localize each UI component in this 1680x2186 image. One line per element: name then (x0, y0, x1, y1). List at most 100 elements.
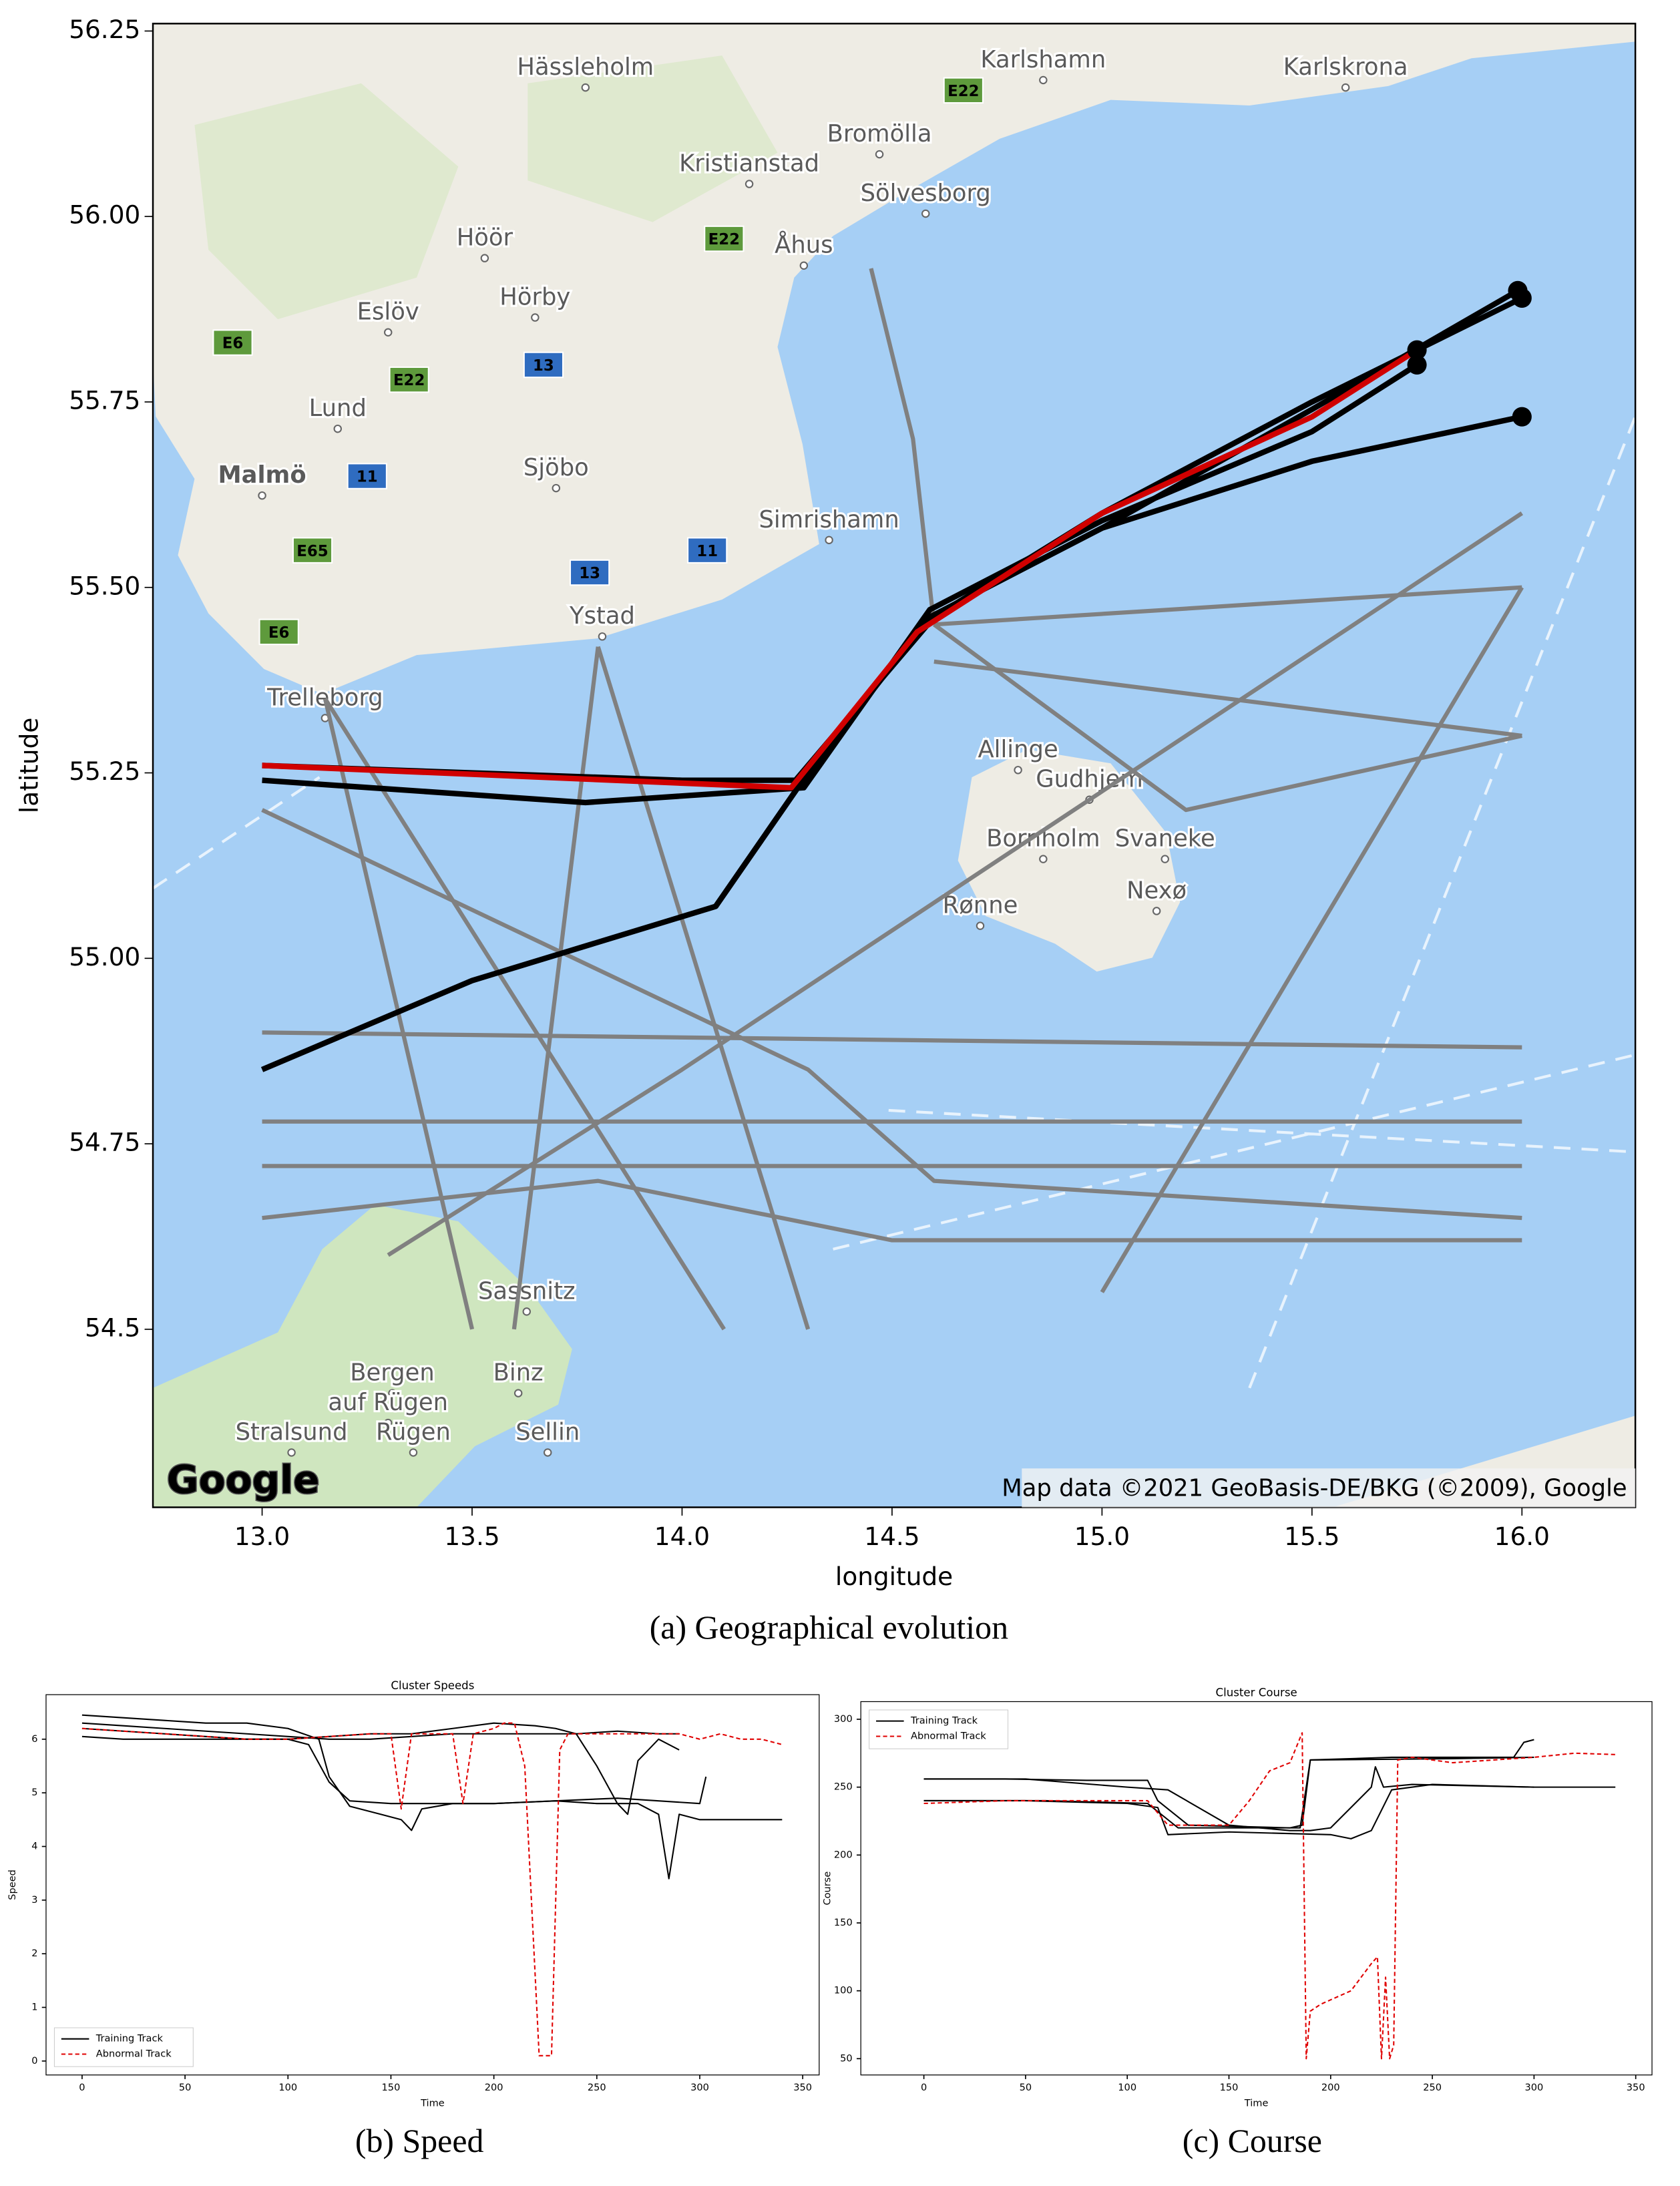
road-label: 13 (579, 565, 600, 582)
road-label: E22 (948, 83, 979, 100)
x-tick-label: 350 (1627, 2082, 1645, 2093)
series-line (511, 646, 600, 1330)
land-bornholm (958, 749, 1181, 972)
x-tick-label: 250 (1423, 2082, 1442, 2093)
series-line (869, 268, 936, 625)
attribution-box (1022, 1468, 1636, 1508)
road-shield (292, 537, 333, 564)
place-label: Bornholm (986, 825, 1100, 853)
series-line (81, 1727, 783, 1880)
x-tick-label: 15.5 (1284, 1522, 1339, 1551)
x-tick-label: 300 (690, 2082, 709, 2093)
road-label: 11 (357, 469, 378, 486)
y-tick-label: 5 (31, 1787, 37, 1798)
place-dot (287, 1448, 296, 1457)
place-label: Ystad (569, 602, 635, 630)
chart-title: Cluster Course (1216, 1687, 1297, 1699)
place-label: Lund (309, 395, 367, 422)
place-dot (543, 1448, 552, 1457)
place-dot (581, 83, 590, 92)
place-label: Sjöbo (523, 454, 589, 481)
place-label: Bergen (350, 1359, 434, 1387)
land-rugen (153, 1205, 572, 1508)
road-label: E22 (393, 372, 425, 389)
place-label: Sellin (515, 1418, 580, 1446)
road-shield (704, 225, 745, 252)
road-label: E65 (296, 543, 328, 560)
place-dot (921, 209, 930, 218)
chart-title: Cluster Speeds (391, 1679, 474, 1692)
place-label: Rügen (376, 1418, 451, 1446)
y-tick-label: 54.75 (69, 1128, 140, 1157)
series-line (932, 622, 1522, 813)
place-label: Hässleholm (517, 53, 654, 81)
place-dot (1014, 766, 1022, 775)
place-dot (1152, 907, 1161, 915)
place-dot (383, 328, 393, 337)
road-shield (258, 618, 299, 646)
plot-area (923, 1732, 1616, 2060)
y-tick-label: 150 (834, 1917, 853, 1928)
place-dot (480, 254, 489, 262)
series-line (933, 585, 1522, 627)
road-shield (943, 77, 984, 104)
y-tick-label: 2 (31, 1948, 37, 1959)
y-tick-label: 100 (834, 1985, 853, 1996)
map-logo: Google (167, 1457, 320, 1502)
road-shield (389, 366, 429, 393)
x-axis-label: Time (420, 2097, 445, 2109)
place-label: Eslöv (357, 298, 419, 326)
road-label: E22 (708, 231, 740, 248)
place-label: Bromölla (827, 120, 932, 148)
x-tick-label: 200 (1321, 2082, 1340, 2093)
series-line (81, 1722, 680, 1815)
series-line (262, 347, 1419, 791)
place-dot (745, 180, 754, 188)
series-line (81, 1714, 707, 1831)
y-tick-label: 55.50 (69, 571, 140, 600)
road-shield (523, 351, 564, 379)
y-tick-label: 6 (31, 1733, 37, 1745)
caption: (b) Speed (355, 2123, 484, 2159)
x-tick-label: 250 (588, 2082, 606, 2093)
x-tick-label: 50 (179, 2082, 192, 2093)
place-label: Åhus (775, 230, 833, 259)
legend-label: Training Track (95, 2033, 164, 2044)
y-tick-label: 250 (834, 1781, 853, 1793)
series-line (262, 362, 1419, 806)
place-label: Svaneke (1115, 825, 1215, 853)
y-axis-label: Course (821, 1872, 833, 1906)
place-dot (875, 150, 884, 159)
x-axis-label: longitude (835, 1562, 953, 1591)
road-shield (212, 329, 253, 356)
road-label: E6 (268, 624, 290, 642)
place-dot (333, 424, 342, 433)
plot-frame (860, 1701, 1653, 2076)
x-tick-label: 13.0 (234, 1522, 290, 1551)
series-line (713, 414, 1523, 908)
place-dot (531, 313, 540, 322)
series-line (596, 646, 811, 1330)
place-dot (513, 1389, 523, 1397)
x-tick-label: 14.5 (864, 1522, 919, 1551)
caption: (c) Course (1183, 2123, 1322, 2159)
place-dot (799, 261, 809, 270)
place-label: Sassnitz (478, 1277, 576, 1305)
place-label: Höör (457, 224, 513, 252)
y-tick-label: 200 (834, 1849, 853, 1860)
x-tick-label: 0 (79, 2082, 85, 2093)
x-tick-label: 100 (278, 2082, 297, 2093)
x-axis-label: Time (1244, 2097, 1269, 2109)
series-line (323, 697, 726, 1331)
y-tick-label: 56.25 (69, 15, 140, 44)
place-label: auf Rügen (328, 1389, 448, 1416)
place-dot (1039, 75, 1048, 85)
x-tick-label: 100 (1118, 2082, 1136, 2093)
x-tick-label: 350 (793, 2082, 812, 2093)
series-line (923, 1766, 1534, 1831)
y-tick-label: 54.5 (85, 1313, 140, 1342)
place-label: Kristianstad (679, 150, 819, 177)
series-line (923, 1732, 1616, 2060)
